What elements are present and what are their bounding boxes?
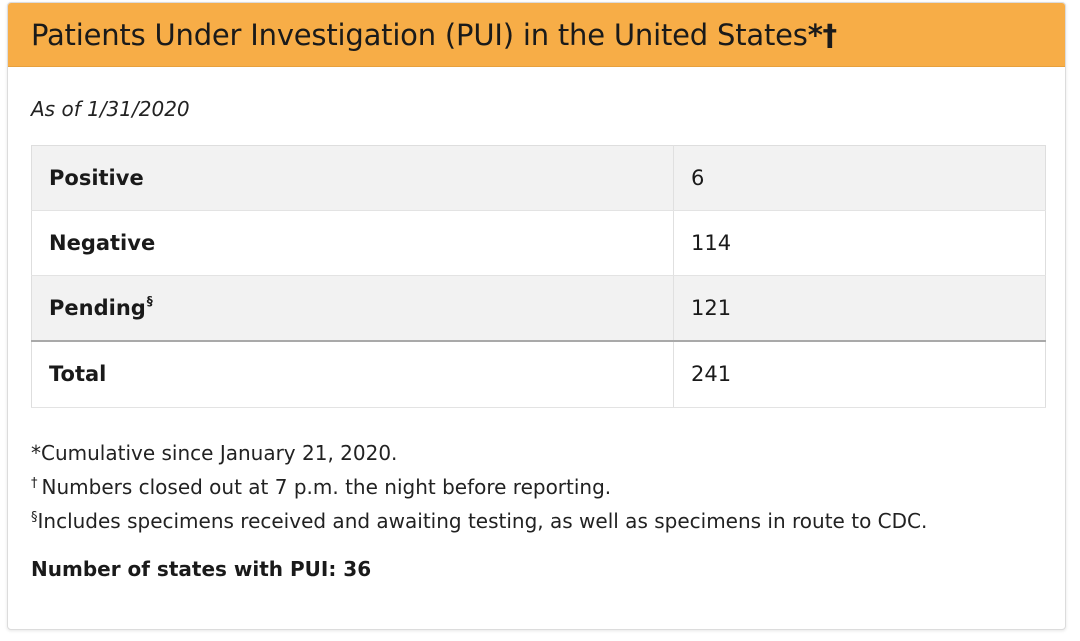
- pui-card: Patients Under Investigation (PUI) in th…: [7, 2, 1066, 630]
- row-label-text: Pending: [49, 295, 146, 320]
- row-label-negative: Negative: [31, 210, 674, 276]
- row-label-positive: Positive: [31, 145, 674, 211]
- footnote-text: Includes specimens received and awaiting…: [37, 509, 928, 533]
- row-label-pending: Pending§: [31, 275, 674, 341]
- states-summary: Number of states with PUI: 36: [31, 557, 372, 581]
- footnote-mark: †: [31, 476, 38, 491]
- pui-table: Positive 6 Negative 114 Pending§ 121 Tot…: [31, 145, 1046, 408]
- as-of-date: As of 1/31/2020: [31, 97, 190, 121]
- row-value-negative: 114: [673, 210, 1046, 276]
- footnote-cumulative: *Cumulative since January 21, 2020.: [31, 436, 927, 470]
- row-value-pending: 121: [673, 275, 1046, 341]
- page-title: Patients Under Investigation (PUI) in th…: [31, 18, 837, 52]
- page-title-text: Patients Under Investigation (PUI) in th…: [31, 17, 808, 52]
- title-footnote-marks: *†: [807, 17, 837, 52]
- table-row: Negative 114: [31, 210, 1046, 276]
- footnote-text: Cumulative since January 21, 2020.: [41, 441, 398, 465]
- footnote-mark: *: [31, 441, 41, 465]
- card-body: As of 1/31/2020: [8, 96, 1065, 122]
- footnotes: *Cumulative since January 21, 2020. † Num…: [31, 436, 927, 538]
- row-value-positive: 6: [673, 145, 1046, 211]
- row-value-total: 241: [673, 339, 1046, 408]
- row-label-text: Negative: [49, 231, 156, 255]
- footnote-mark: §: [146, 293, 153, 308]
- table-row-total: Total 241: [31, 339, 1046, 408]
- footnote-specimens: §Includes specimens received and awaitin…: [31, 504, 927, 538]
- card-header: Patients Under Investigation (PUI) in th…: [8, 3, 1065, 67]
- footnote-closed-out: † Numbers closed out at 7 p.m. the night …: [31, 470, 927, 504]
- row-label-text: Positive: [49, 166, 144, 190]
- footnote-mark: §: [31, 510, 38, 525]
- table-row: Pending§ 121: [31, 275, 1046, 341]
- row-label-total: Total: [31, 339, 674, 408]
- table-row: Positive 6: [31, 145, 1046, 211]
- footnote-text: Numbers closed out at 7 p.m. the night b…: [41, 475, 612, 499]
